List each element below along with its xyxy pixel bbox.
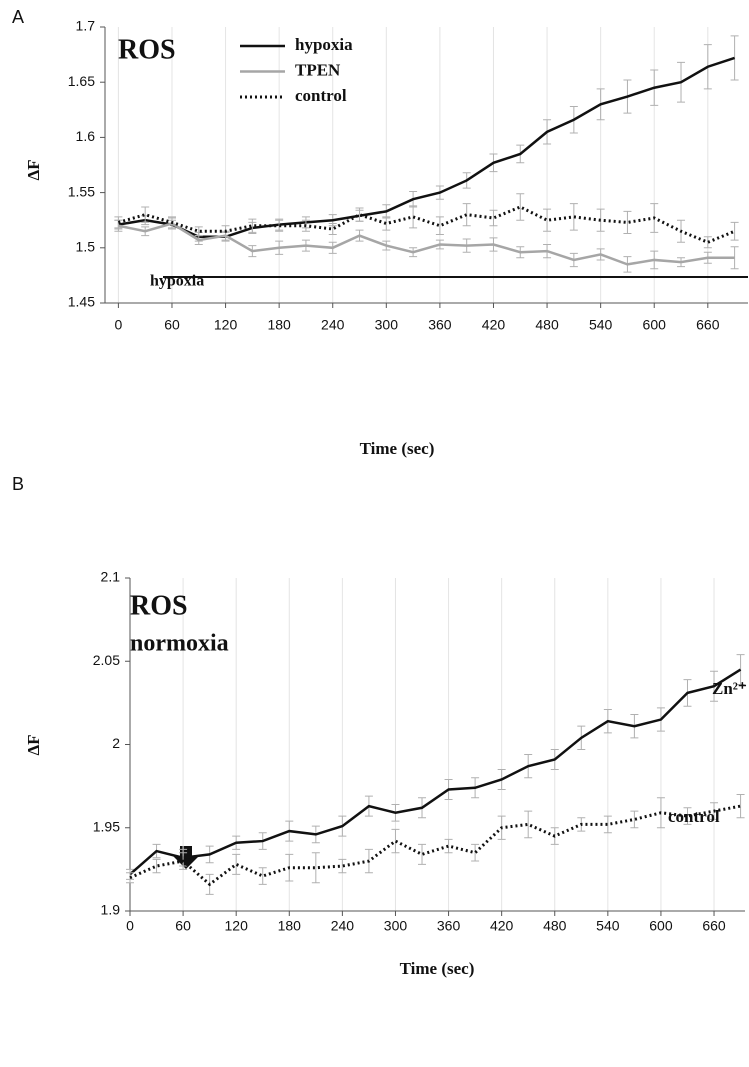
error-bar: [328, 223, 337, 236]
legend-label: hypoxia: [295, 35, 353, 54]
x-tick-label: 0: [126, 918, 134, 934]
y-axis-title: ΔF: [24, 159, 43, 180]
legend-label: TPEN: [295, 60, 341, 79]
x-tick-label: 240: [321, 317, 345, 333]
error-bar: [736, 654, 745, 686]
annotation: hypoxia: [150, 273, 204, 290]
y-tick-label: 1.6: [76, 128, 96, 144]
error-bar: [382, 216, 391, 231]
y-tick-label: 1.7: [76, 18, 96, 34]
error-bar: [355, 207, 364, 222]
error-bar: [338, 858, 347, 874]
x-tick-label: 660: [702, 918, 726, 934]
x-tick-label: 120: [225, 918, 249, 934]
error-bar: [418, 843, 427, 865]
error-bar: [152, 858, 161, 874]
x-tick-label: 540: [589, 317, 613, 333]
x-tick-label: 180: [267, 317, 291, 333]
error-bar: [569, 203, 578, 231]
x-tick-label: 420: [482, 317, 506, 333]
y-tick-label: 2.1: [101, 569, 121, 585]
x-axis-title: Time (sec): [360, 439, 435, 458]
y-tick-label: 2: [112, 735, 120, 751]
error-bar: [462, 203, 471, 227]
error-bar: [444, 838, 453, 854]
x-tick-label: 600: [649, 918, 673, 934]
error-bar: [630, 810, 639, 829]
error-bar: [435, 216, 444, 236]
x-tick-label: 60: [175, 918, 191, 934]
error-bar: [489, 209, 498, 227]
error-bar: [141, 206, 150, 223]
error-bar: [516, 193, 525, 221]
x-axis-title: Time (sec): [400, 959, 475, 978]
series-line: [118, 56, 735, 239]
x-tick-label: 480: [535, 317, 559, 333]
series-line: [117, 205, 736, 244]
x-tick-label: 300: [375, 317, 399, 333]
y-tick-label: 1.45: [68, 294, 95, 310]
legend-label: control: [295, 86, 347, 105]
x-tick-label: 600: [643, 317, 667, 333]
chart-title: ROS: [130, 590, 188, 621]
error-bar: [232, 853, 241, 875]
error-bar: [623, 210, 632, 234]
error-bar: [471, 843, 480, 862]
error-bar: [683, 807, 692, 825]
x-tick-label: 420: [490, 918, 514, 934]
series-line: [129, 804, 741, 887]
error-bar: [543, 208, 552, 232]
error-bar: [703, 236, 712, 249]
y-tick-label: 2.05: [93, 652, 120, 668]
x-tick-label: 60: [164, 317, 180, 333]
y-tick-label: 1.95: [93, 818, 120, 834]
error-bar: [603, 815, 612, 834]
y-tick-label: 1.9: [101, 902, 121, 918]
error-bar: [258, 867, 267, 885]
error-bar: [275, 219, 284, 232]
x-tick-label: 240: [331, 918, 355, 934]
y-tick-label: 1.5: [76, 239, 96, 255]
error-bar: [524, 810, 533, 839]
x-tick-label: 300: [384, 918, 408, 934]
x-tick-label: 540: [596, 918, 620, 934]
x-tick-label: 360: [428, 317, 452, 333]
x-tick-label: 480: [543, 918, 567, 934]
error-bar: [248, 218, 257, 233]
chart-subtitle: normoxia: [130, 631, 229, 657]
error-bar: [194, 226, 203, 237]
panel-label: B: [12, 474, 24, 494]
series-label: control: [668, 807, 720, 826]
x-tick-label: 660: [696, 317, 720, 333]
error-bar: [391, 828, 400, 854]
error-bar: [311, 852, 320, 884]
x-tick-label: 180: [278, 918, 302, 934]
x-tick-label: 360: [437, 918, 461, 934]
error-bar: [736, 793, 745, 819]
error-bar: [730, 221, 739, 241]
panel-label: A: [12, 7, 24, 27]
chart-title: ROS: [118, 34, 176, 65]
error-bar: [409, 205, 418, 229]
series-line: [118, 222, 735, 266]
y-tick-label: 1.55: [68, 183, 95, 199]
series-label: Zn²⁺: [712, 679, 747, 698]
y-tick-label: 1.65: [68, 73, 95, 89]
x-tick-label: 120: [214, 317, 238, 333]
y-axis-title: ΔF: [24, 734, 43, 755]
series-line: [129, 668, 742, 876]
x-tick-label: 0: [114, 317, 122, 333]
